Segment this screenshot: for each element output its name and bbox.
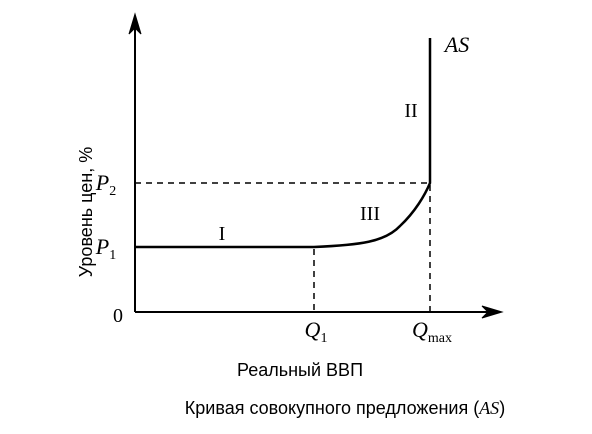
- curve-label: AS: [443, 32, 469, 57]
- y-tick-label: P1: [95, 234, 116, 263]
- tick-main: Q: [305, 317, 321, 342]
- region-label: III: [360, 203, 380, 225]
- as-curve: [135, 38, 432, 249]
- region-label: I: [219, 223, 226, 245]
- caption-text: ): [499, 398, 505, 418]
- axes: [128, 12, 504, 319]
- tick-sub: max: [428, 331, 452, 346]
- tick-sub: 2: [109, 184, 116, 199]
- y-arrow: [128, 12, 142, 35]
- tick-main: P: [95, 170, 109, 195]
- tick-main: Q: [412, 317, 428, 342]
- y-axis-label: Уровень цен, %: [76, 147, 96, 277]
- region-label: II: [404, 100, 417, 122]
- caption-as: AS: [478, 398, 499, 418]
- x-axis-label: Реальный ВВП: [237, 360, 363, 380]
- y-tick-label: P2: [95, 170, 116, 199]
- caption: Кривая совокупного предложения (AS): [185, 398, 505, 418]
- tick-main: P: [95, 234, 109, 259]
- caption-text: Кривая совокупного предложения (: [185, 398, 479, 418]
- x-tick-label: Q1: [305, 317, 328, 346]
- guides: [135, 182, 431, 312]
- x-tick-label: Qmax: [412, 317, 452, 346]
- x-arrow: [481, 305, 504, 319]
- tick-sub: 1: [320, 331, 327, 346]
- tick-sub: 1: [109, 248, 116, 263]
- origin-label: 0: [113, 305, 123, 327]
